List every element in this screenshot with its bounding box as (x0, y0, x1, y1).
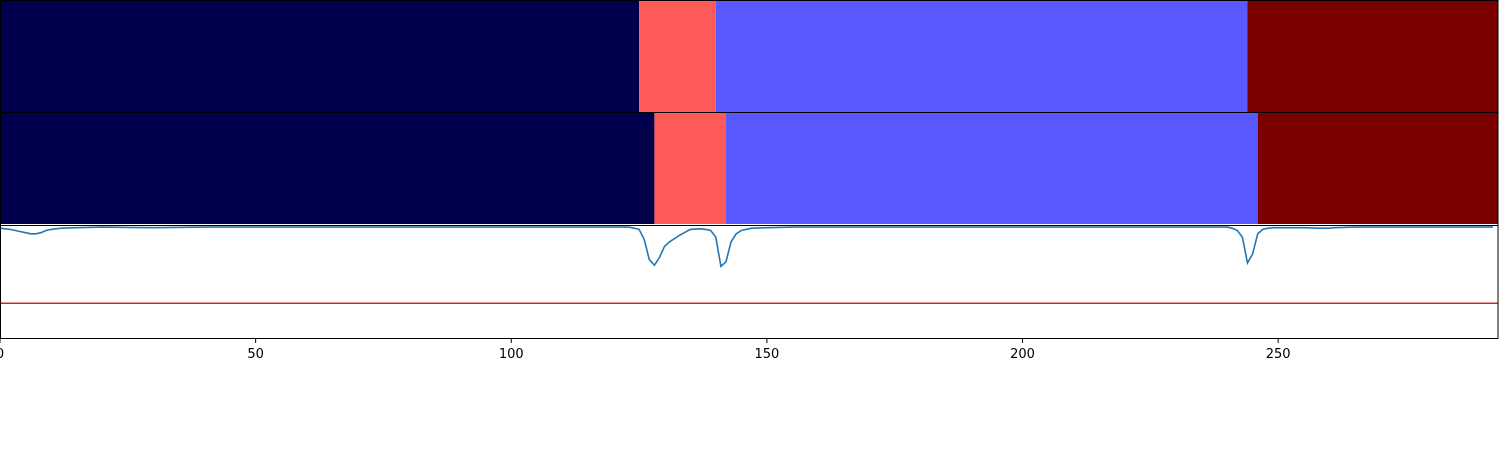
segment-bar (715, 1, 1248, 112)
x-tick-label: 150 (754, 347, 779, 362)
segment-bar (639, 1, 716, 112)
segment-track-2 (0, 113, 1498, 224)
x-tick-label: 0 (0, 347, 4, 362)
segment-tracks (0, 1, 1498, 224)
panel-frame-3 (0, 225, 1499, 339)
line-panel-background (0, 226, 1500, 338)
segment-bar (1257, 113, 1498, 224)
segment-bar (654, 113, 726, 224)
x-tick-label: 100 (499, 347, 524, 362)
segment-bar (725, 113, 1258, 224)
panel-borders (0, 0, 1499, 339)
segment-bar (1247, 1, 1498, 112)
series-line (0, 226, 1493, 268)
x-tick-label: 250 (1266, 347, 1291, 362)
segment-track-1 (0, 1, 1498, 112)
x-axis: 0 50 100 150 200 250 (0, 338, 1291, 362)
x-tick-label: 50 (247, 347, 264, 362)
x-tick-label: 200 (1010, 347, 1035, 362)
segment-bar (0, 113, 655, 224)
line-panel (0, 226, 1500, 338)
segment-bar (0, 1, 640, 112)
